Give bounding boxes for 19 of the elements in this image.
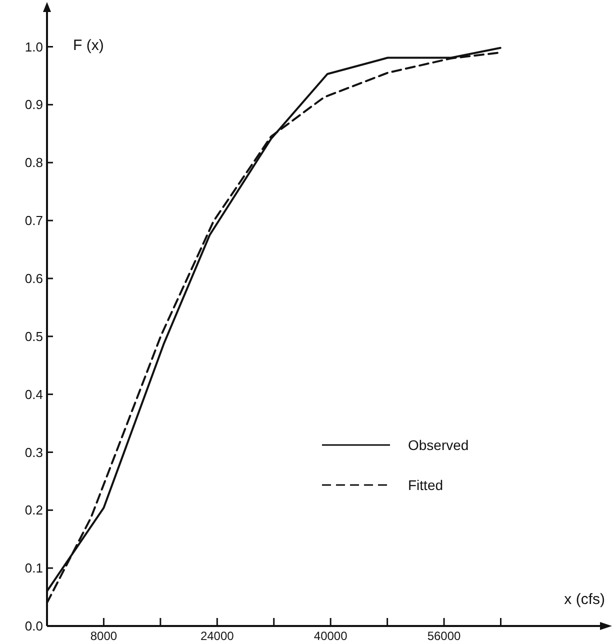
y-tick-label: 1.0 (24, 39, 43, 54)
y-tick-label: 0.8 (24, 155, 43, 170)
x-axis-title: x (cfs) (564, 591, 605, 608)
y-tick-label: 0.7 (24, 213, 43, 228)
x-tick-label: 56000 (427, 629, 462, 642)
y-tick-label: 0.3 (24, 444, 43, 460)
legend-label: Fitted (408, 476, 444, 493)
y-tick-label: 0.5 (24, 328, 43, 344)
x-tick-label: 8000 (90, 629, 118, 642)
legend-label: Observed (408, 436, 469, 453)
y-tick-label: 0.2 (24, 502, 43, 518)
y-axis-title: F (x) (73, 37, 104, 54)
y-tick-label: 0.4 (24, 386, 43, 402)
y-tick-label: 0.0 (24, 618, 43, 634)
y-tick-label: 0.1 (24, 560, 43, 576)
x-tick-label: 24000 (200, 629, 234, 642)
x-tick-label: 40000 (314, 629, 348, 642)
y-tick-label: 0.9 (24, 97, 43, 112)
y-tick-label: 0.6 (24, 271, 43, 286)
